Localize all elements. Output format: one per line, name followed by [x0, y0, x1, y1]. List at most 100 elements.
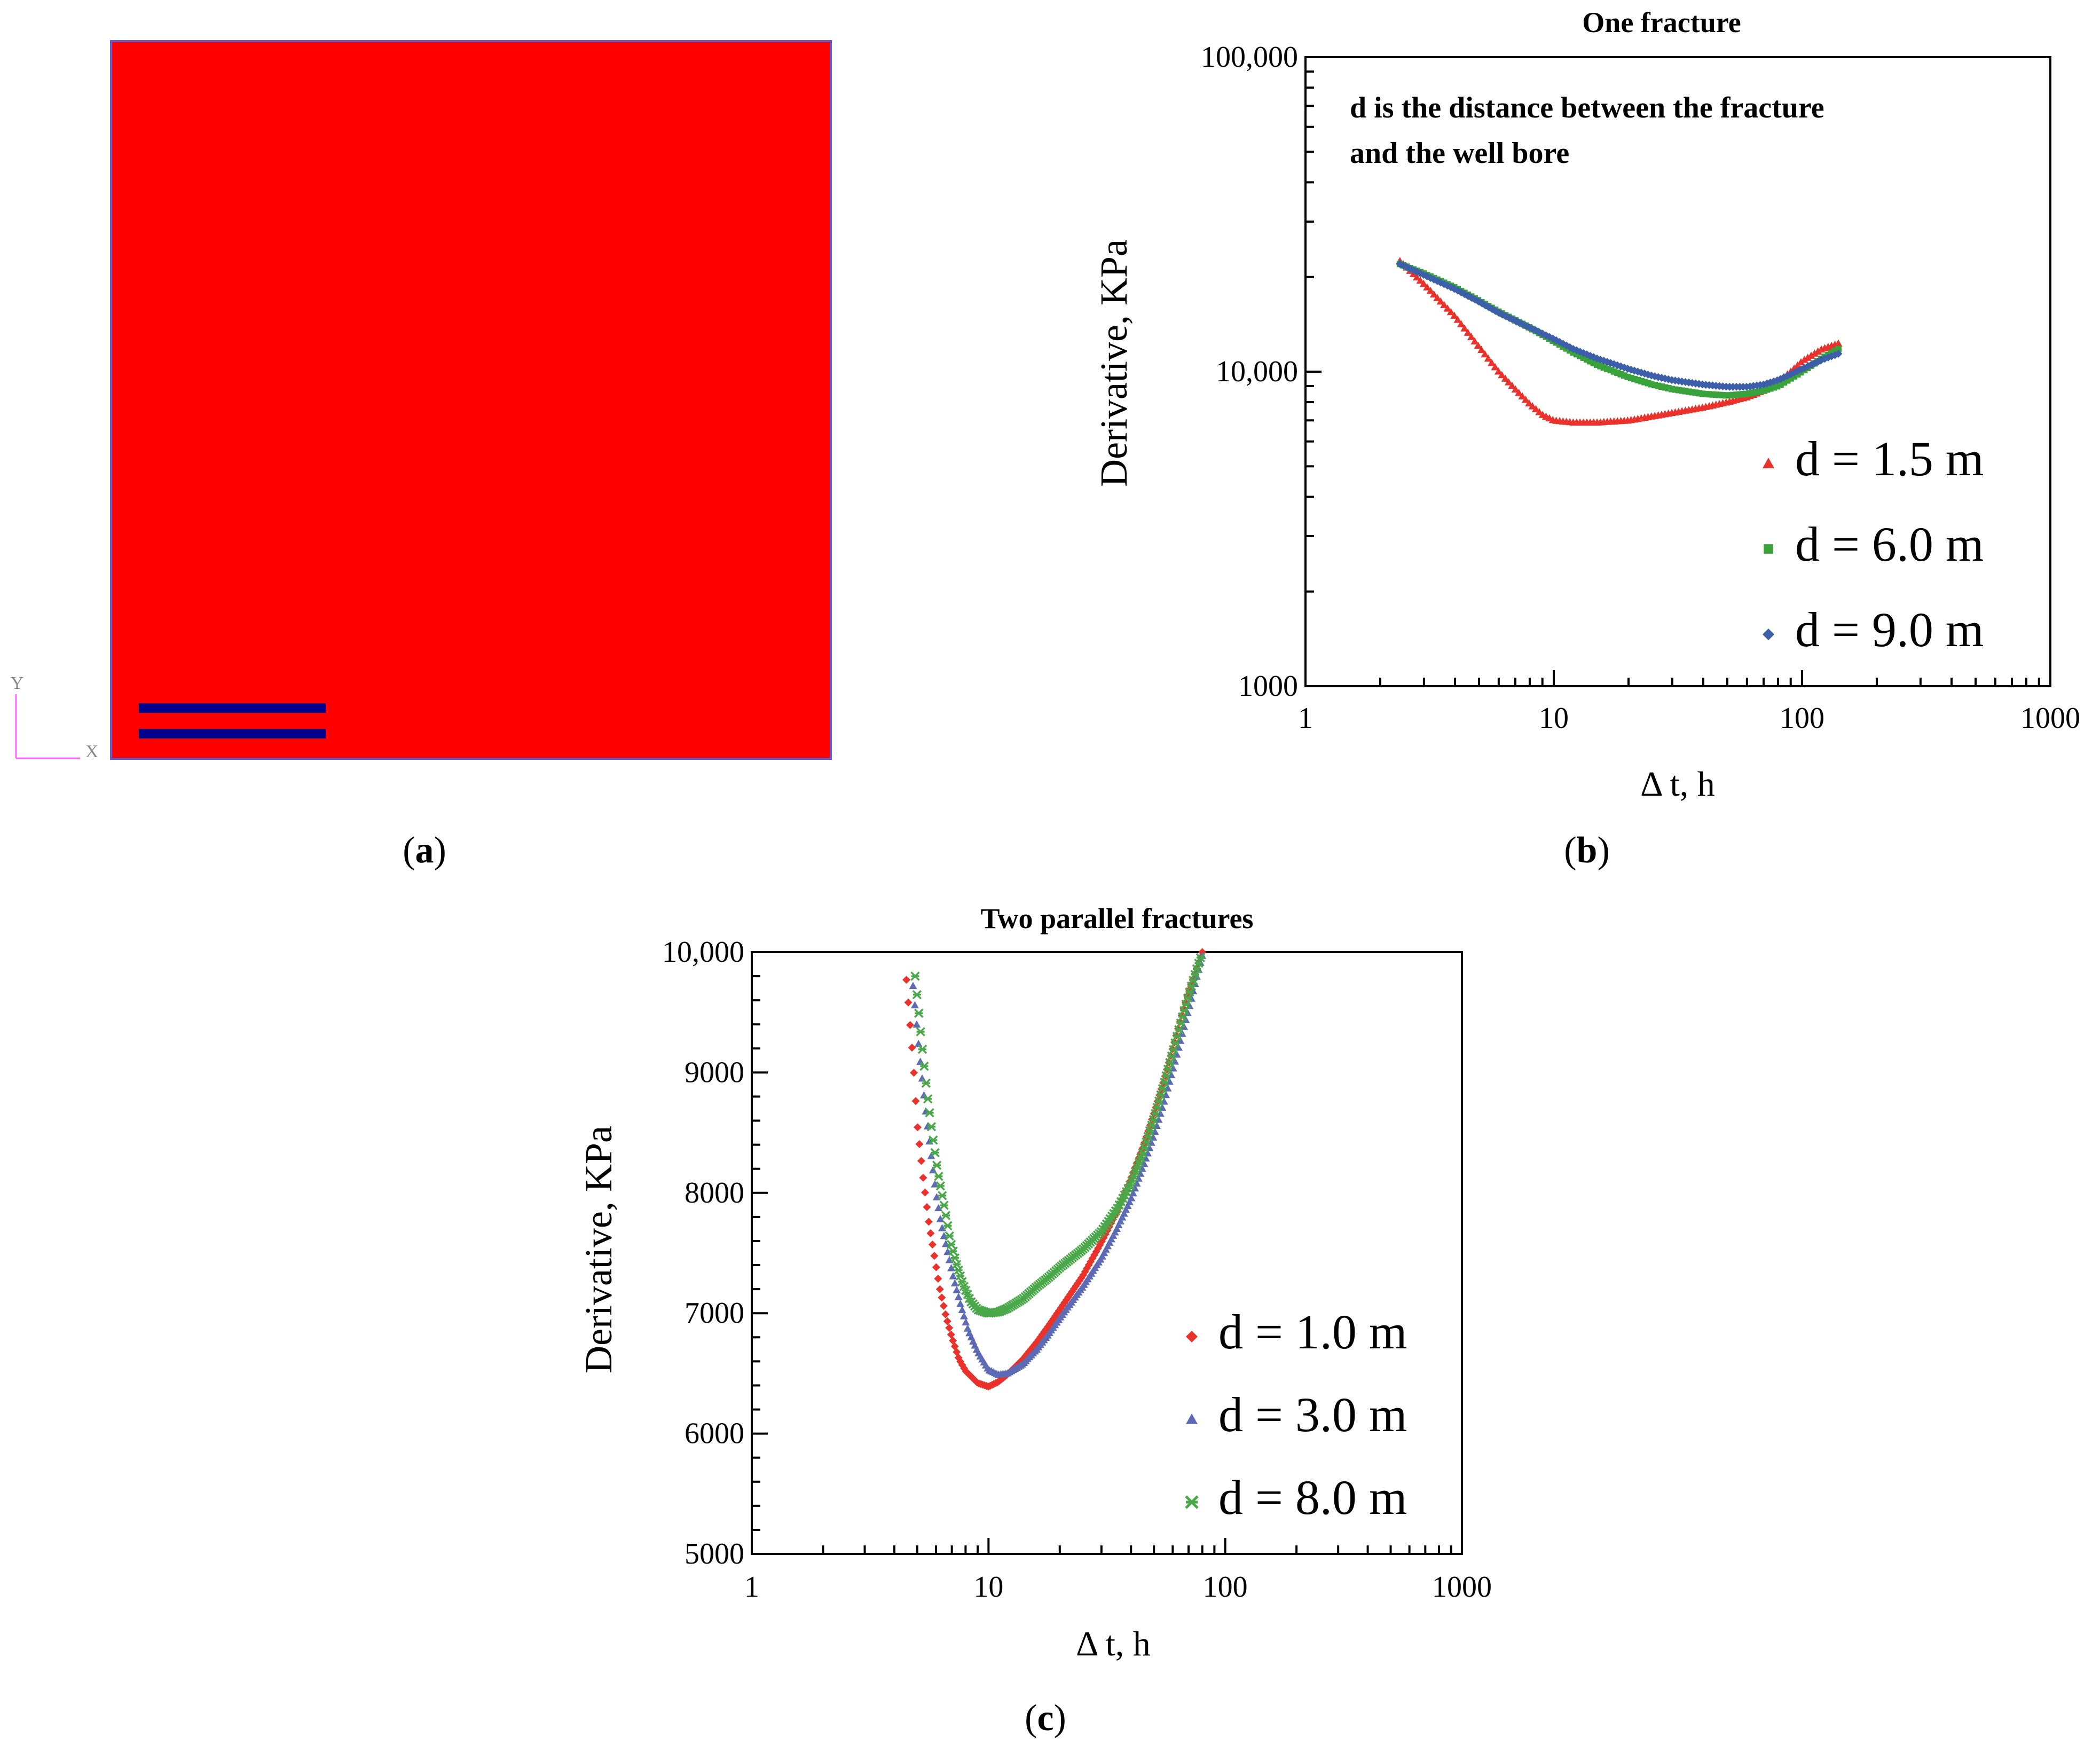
chart-c-legend: d = 1.0 m d = 3.0 m d = 8.0 m — [1185, 1305, 1407, 1525]
chart-b-legend-label: d = 1.5 m — [1795, 431, 1984, 486]
chart-c-point — [917, 1045, 927, 1054]
chart-c-point — [941, 1211, 951, 1220]
chart-c-point — [1118, 1213, 1127, 1221]
chart-c-point — [1120, 1210, 1128, 1217]
chart-c-point — [943, 1317, 951, 1325]
chart-c-point — [914, 1008, 924, 1018]
chart-b-annotation-line2: and the well bore — [1350, 137, 1569, 170]
chart-c-point — [945, 1231, 954, 1241]
chart-c-title: Two parallel fractures — [981, 902, 1254, 935]
chart-b-ylabel: Derivative, KPa — [1092, 239, 1135, 487]
chart-b-point — [1453, 316, 1462, 323]
chart-c-point — [934, 1275, 942, 1283]
chart-c-point — [1195, 953, 1206, 963]
chart-c-point — [916, 1027, 925, 1037]
panel-a: Y X (a) — [11, 40, 832, 871]
chart-c-point — [1139, 1143, 1150, 1152]
chart-c-point — [1125, 1198, 1134, 1205]
chart-c-point — [1167, 1051, 1176, 1061]
reservoir-domain — [110, 40, 832, 760]
chart-c-point — [1189, 976, 1198, 985]
chart-c-point — [929, 1166, 937, 1174]
chart-c-point — [1192, 964, 1202, 973]
chart-b-point — [1457, 320, 1465, 327]
chart-b-x-minor-ticks — [1304, 670, 2051, 686]
chart-b-series-1 — [1396, 257, 1843, 426]
chart-b-y-tick-label: 10,000 — [1216, 355, 1298, 388]
chart-c-point — [1159, 1078, 1169, 1087]
chart-b-point — [1518, 392, 1527, 399]
chart-b-point — [1433, 294, 1442, 301]
chart-c-point — [938, 1191, 947, 1200]
chart-b-point — [1481, 350, 1489, 358]
chart-c-point — [912, 990, 922, 1000]
chart-c-point — [1163, 1084, 1172, 1092]
chart-b-legend-marker — [1763, 458, 1774, 468]
chart-c-point — [1170, 1038, 1180, 1048]
chart-c-point — [923, 1094, 933, 1104]
chart-b-point — [1501, 374, 1509, 382]
chart-c-point — [930, 1252, 939, 1260]
chart-c-point — [932, 1160, 942, 1170]
chart-c-point — [1154, 1116, 1163, 1123]
chart-c-point — [1113, 1224, 1121, 1232]
chart-c-point — [921, 1078, 931, 1088]
chart-c-point — [1123, 1202, 1132, 1210]
chart-c-legend-label: d = 3.0 m — [1218, 1387, 1407, 1442]
chart-b-point — [1474, 341, 1482, 349]
chart-b-point — [1419, 279, 1428, 287]
chart-c-point — [1156, 1090, 1166, 1100]
chart-c-point — [924, 1218, 933, 1226]
chart-c-point — [925, 1108, 934, 1118]
chart-c-point — [954, 1293, 963, 1300]
chart-b-legend: d = 1.5 m d = 6.0 m d = 9.0 m — [1763, 431, 1984, 657]
chart-c-point — [914, 1040, 923, 1047]
chart-c-point — [1143, 1132, 1153, 1141]
chart-c-legend-marker — [1186, 1331, 1198, 1342]
chart-c-point — [952, 1260, 962, 1269]
chart-c-point — [919, 1173, 927, 1182]
chart-c-point — [940, 1231, 948, 1239]
chart-b-point — [1477, 346, 1486, 354]
chart-c-point — [909, 981, 917, 990]
chart-c-point — [1114, 1221, 1123, 1229]
chart-c-point — [1152, 1102, 1162, 1112]
chart-c-legend-marker — [1186, 1414, 1198, 1424]
chart-b-point — [1508, 381, 1516, 389]
chart-b-point — [1440, 301, 1449, 309]
chart-c-y-tick-labels: 5000 6000 7000 8000 9000 10,000 — [662, 936, 744, 1571]
chart-c-point — [1168, 1045, 1178, 1055]
chart-c-point — [946, 1239, 956, 1250]
chart-c-point — [1138, 1148, 1147, 1158]
chart-c-point — [929, 1135, 938, 1145]
chart-c-point — [1122, 1205, 1130, 1213]
chart-b-point — [1416, 276, 1425, 284]
chart-c-point — [947, 1264, 956, 1271]
chart-c-point — [918, 1074, 926, 1082]
chart-b-point — [1460, 324, 1469, 332]
chart-c-point — [936, 1215, 945, 1222]
chart-b-point — [1810, 349, 1819, 357]
triad-x-label: X — [85, 742, 99, 761]
chart-b-point — [1470, 337, 1479, 344]
chart-c-point — [1165, 1058, 1175, 1067]
chart-c-y-tick-label: 9000 — [685, 1056, 744, 1089]
chart-c-point — [943, 1247, 952, 1255]
chart-c-point — [1186, 981, 1197, 991]
chart-b-point — [1814, 347, 1822, 355]
chart-b-y-tick-label: 100,000 — [1201, 41, 1298, 74]
chart-c-point — [956, 1300, 965, 1307]
chart-c-point — [945, 1324, 954, 1332]
chart-c-point — [947, 1330, 955, 1339]
chart-c-y-minor-ticks — [752, 951, 768, 1555]
chart-c-point — [1129, 1189, 1137, 1197]
chart-c-point — [934, 1172, 943, 1181]
chart-c-point — [928, 1240, 937, 1249]
chart-c-point — [908, 1043, 916, 1052]
chart-c-point — [930, 1148, 940, 1158]
chart-c-point — [1154, 1096, 1164, 1106]
panel-label-b: (b) — [1564, 830, 1610, 871]
chart-c-y-tick-label: 8000 — [685, 1176, 744, 1210]
chart-b-y-tick-label: 1000 — [1238, 670, 1298, 703]
chart-b-annotation-line1: d is the distance between the fracture — [1350, 91, 1824, 124]
